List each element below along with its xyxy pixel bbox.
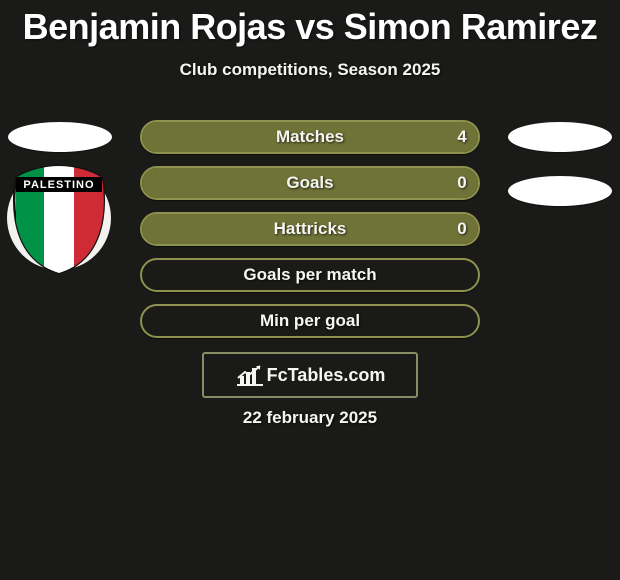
stat-right-value: 0 xyxy=(446,219,478,239)
subtitle: Club competitions, Season 2025 xyxy=(0,60,620,80)
stat-right-value: 0 xyxy=(446,173,478,193)
stat-right-value: 4 xyxy=(446,127,478,147)
stat-label: Min per goal xyxy=(174,311,446,331)
club-badge-label: PALESTINO xyxy=(23,179,94,191)
stat-row: Hattricks0 xyxy=(140,212,480,246)
right-player-avatar-placeholder xyxy=(508,122,612,152)
stat-label: Matches xyxy=(174,127,446,147)
stat-label: Goals per match xyxy=(174,265,446,285)
left-player-club-badge: PALESTINO xyxy=(6,160,112,275)
stat-label: Hattricks xyxy=(174,219,446,239)
stat-label: Goals xyxy=(174,173,446,193)
brand-box: FcTables.com xyxy=(202,352,418,398)
page-title: Benjamin Rojas vs Simon Ramirez xyxy=(0,0,620,48)
stat-rows: Matches4Goals0Hattricks0Goals per matchM… xyxy=(140,120,480,350)
stat-row: Min per goal xyxy=(140,304,480,338)
stat-row: Matches4 xyxy=(140,120,480,154)
right-player-club-placeholder xyxy=(508,176,612,206)
left-player-avatar-placeholder xyxy=(8,122,112,152)
comparison-stage: PALESTINO Matches4Goals0Hattricks0Goals … xyxy=(0,110,620,390)
chart-icon xyxy=(235,364,263,386)
brand-text: FcTables.com xyxy=(267,365,386,386)
stat-row: Goals per match xyxy=(140,258,480,292)
stat-row: Goals0 xyxy=(140,166,480,200)
generation-date: 22 february 2025 xyxy=(0,408,620,428)
